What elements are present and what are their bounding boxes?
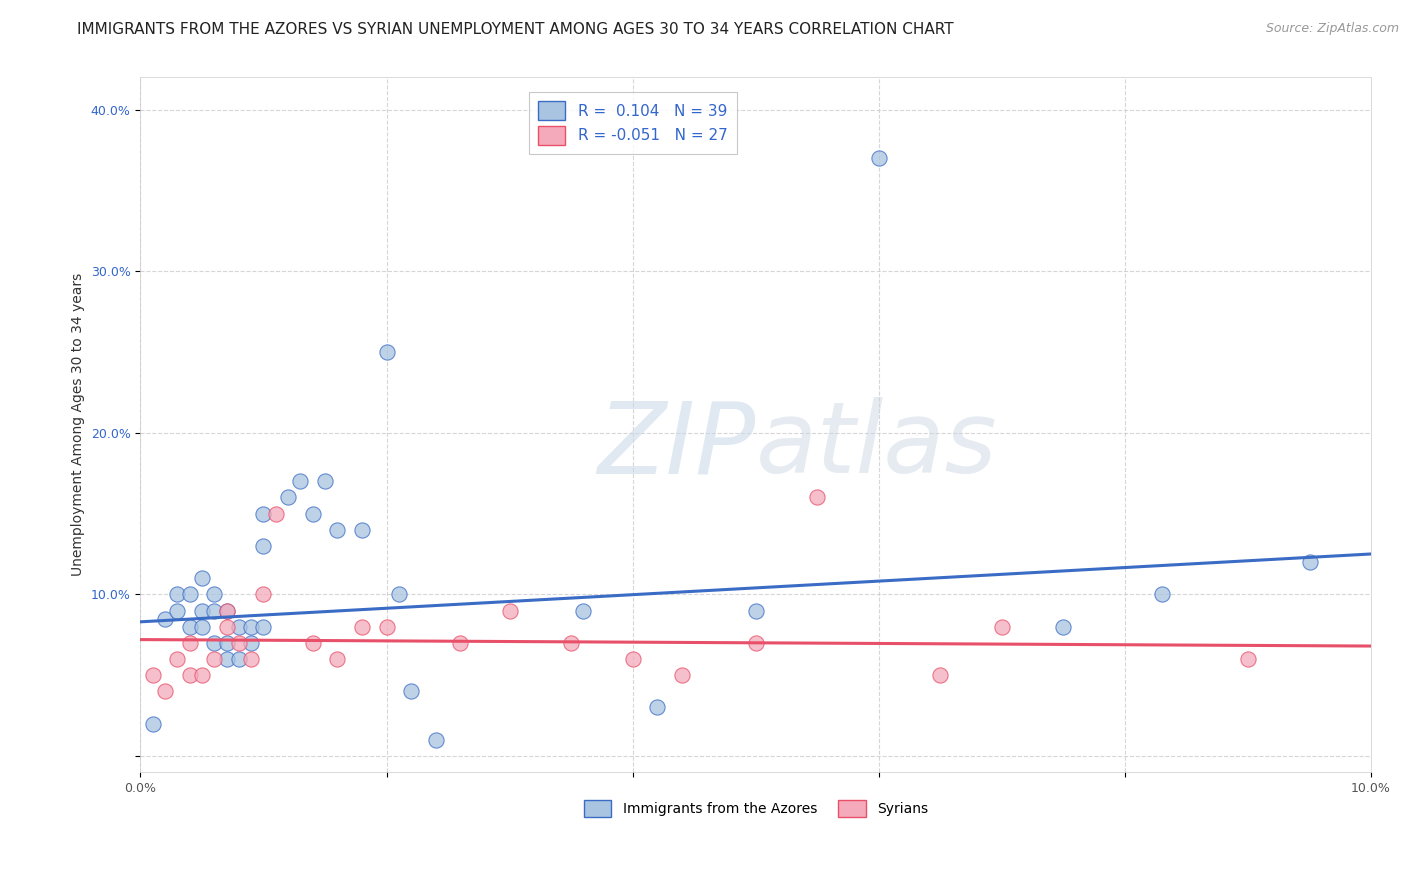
Point	[252, 507, 274, 521]
Point	[166, 652, 188, 666]
Point	[179, 668, 201, 682]
Point	[399, 684, 422, 698]
Point	[498, 603, 520, 617]
Point	[215, 636, 238, 650]
Point	[191, 603, 214, 617]
Point	[215, 603, 238, 617]
Point	[215, 620, 238, 634]
Point	[425, 732, 447, 747]
Point	[1150, 587, 1173, 601]
Point	[326, 523, 349, 537]
Point	[142, 716, 165, 731]
Y-axis label: Unemployment Among Ages 30 to 34 years: Unemployment Among Ages 30 to 34 years	[72, 273, 86, 576]
Point	[868, 151, 890, 165]
Point	[560, 636, 582, 650]
Point	[228, 652, 250, 666]
Point	[202, 587, 225, 601]
Point	[191, 571, 214, 585]
Point	[929, 668, 952, 682]
Point	[228, 620, 250, 634]
Point	[375, 620, 398, 634]
Point	[645, 700, 668, 714]
Point	[179, 636, 201, 650]
Text: Source: ZipAtlas.com: Source: ZipAtlas.com	[1265, 22, 1399, 36]
Point	[806, 491, 828, 505]
Point	[1052, 620, 1074, 634]
Point	[745, 636, 768, 650]
Point	[142, 668, 165, 682]
Point	[991, 620, 1014, 634]
Point	[179, 620, 201, 634]
Point	[301, 636, 323, 650]
Point	[252, 620, 274, 634]
Point	[240, 652, 263, 666]
Point	[240, 620, 263, 634]
Text: IMMIGRANTS FROM THE AZORES VS SYRIAN UNEMPLOYMENT AMONG AGES 30 TO 34 YEARS CORR: IMMIGRANTS FROM THE AZORES VS SYRIAN UNE…	[77, 22, 953, 37]
Point	[215, 652, 238, 666]
Point	[252, 587, 274, 601]
Point	[191, 620, 214, 634]
Point	[202, 636, 225, 650]
Point	[290, 475, 312, 489]
Point	[153, 684, 176, 698]
Text: atlas: atlas	[756, 397, 997, 494]
Point	[153, 611, 176, 625]
Point	[621, 652, 644, 666]
Point	[264, 507, 287, 521]
Point	[179, 587, 201, 601]
Point	[202, 603, 225, 617]
Point	[166, 587, 188, 601]
Point	[745, 603, 768, 617]
Point	[350, 523, 373, 537]
Point	[671, 668, 693, 682]
Point	[166, 603, 188, 617]
Point	[277, 491, 299, 505]
Point	[202, 652, 225, 666]
Point	[1237, 652, 1260, 666]
Text: ZIP: ZIP	[598, 397, 756, 494]
Point	[375, 345, 398, 359]
Point	[301, 507, 323, 521]
Point	[215, 603, 238, 617]
Point	[314, 475, 336, 489]
Point	[572, 603, 595, 617]
Legend: Immigrants from the Azores, Syrians: Immigrants from the Azores, Syrians	[576, 793, 935, 824]
Point	[252, 539, 274, 553]
Point	[228, 636, 250, 650]
Point	[240, 636, 263, 650]
Point	[449, 636, 471, 650]
Point	[350, 620, 373, 634]
Point	[1298, 555, 1320, 569]
Point	[191, 668, 214, 682]
Point	[326, 652, 349, 666]
Point	[388, 587, 411, 601]
